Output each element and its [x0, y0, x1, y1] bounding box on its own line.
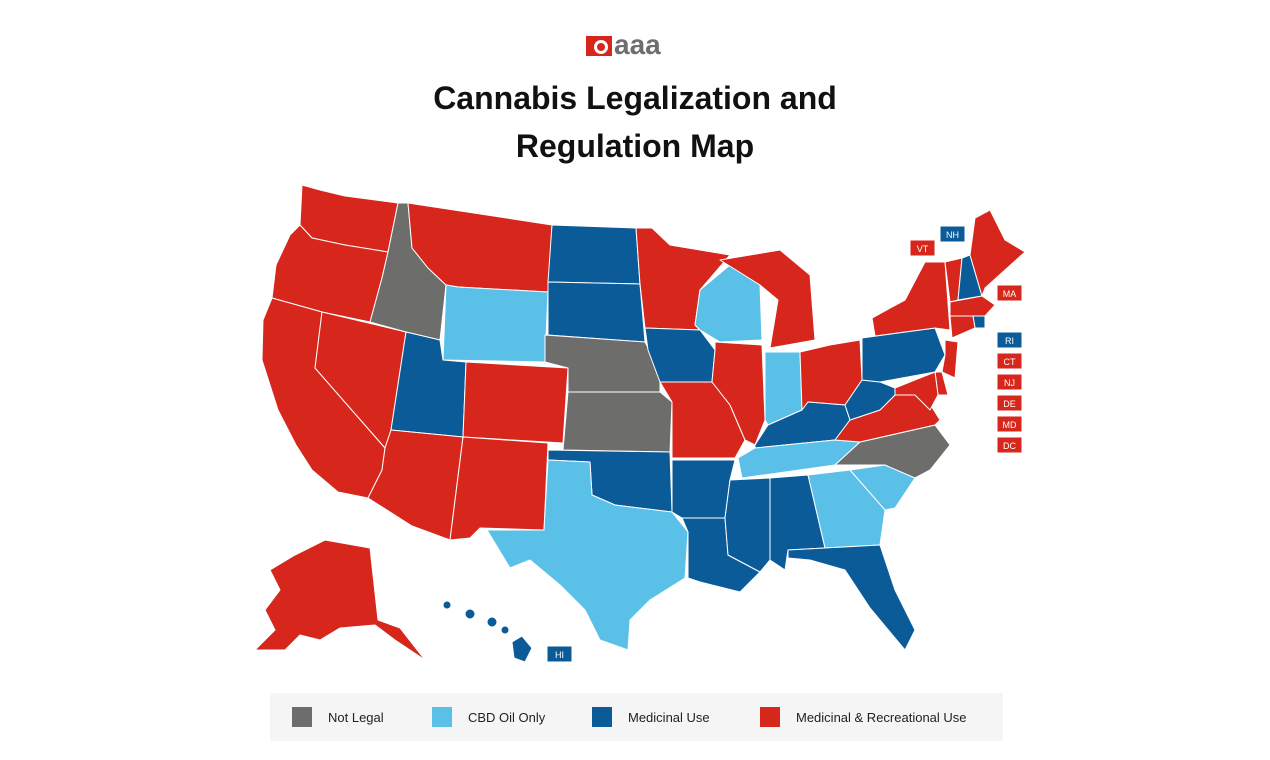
tag-md[interactable]: MD — [996, 415, 1023, 433]
state-TX[interactable] — [486, 459, 689, 651]
state-WY[interactable] — [442, 284, 549, 363]
tag-ct-label: CT — [1004, 357, 1016, 367]
state-HI-island-4 — [500, 625, 510, 635]
tag-ct[interactable]: CT — [996, 352, 1023, 370]
state-NY[interactable] — [871, 261, 951, 337]
state-MI[interactable] — [719, 249, 816, 349]
state-SC[interactable] — [849, 464, 916, 511]
tag-de[interactable]: DE — [996, 394, 1023, 412]
state-AK[interactable] — [254, 539, 426, 661]
logo-text: aaa — [614, 29, 661, 60]
tag-hi-label: HI — [555, 650, 564, 660]
tag-vt-label: VT — [917, 244, 929, 254]
state-MD[interactable] — [894, 371, 939, 411]
tag-dc[interactable]: DC — [996, 436, 1023, 454]
state-CO[interactable] — [462, 361, 569, 444]
state-HI-island-2 — [464, 608, 476, 620]
legend-label-medicinal-recreational: Medicinal & Recreational Use — [796, 709, 967, 725]
title-line-2: Regulation Map — [515, 128, 755, 164]
state-HI-island-1 — [442, 600, 452, 610]
tag-ri-label: RI — [1005, 336, 1014, 346]
legend-label-medicinal-use: Medicinal Use — [628, 709, 710, 725]
tag-nh-label: NH — [946, 230, 959, 240]
legend-item-medicinal-use: Medicinal Use — [592, 707, 710, 727]
title-line-1: Cannabis Legalization and — [433, 80, 837, 116]
tag-nh[interactable]: NH — [939, 225, 966, 243]
logo-mark-icon — [586, 36, 612, 56]
state-ND[interactable] — [547, 224, 641, 285]
legend-swatch-not-legal — [292, 707, 312, 727]
tag-dc-label: DC — [1003, 441, 1016, 451]
tag-md-label: MD — [1003, 420, 1017, 430]
state-HI[interactable] — [511, 635, 533, 663]
legend-swatch-medicinal-recreational — [760, 707, 780, 727]
state-IL[interactable] — [711, 341, 766, 446]
state-CT[interactable] — [949, 315, 976, 339]
tag-ma[interactable]: MA — [996, 284, 1023, 302]
legend-item-cbd-oil-only: CBD Oil Only — [432, 707, 545, 727]
state-FL[interactable] — [787, 544, 916, 651]
state-MA[interactable] — [949, 295, 996, 317]
legend: Not Legal CBD Oil Only Medicinal Use Med… — [270, 693, 1003, 741]
tag-nj[interactable]: NJ — [996, 373, 1023, 391]
tag-de-label: DE — [1003, 399, 1016, 409]
tag-ma-label: MA — [1003, 289, 1017, 299]
legend-label-not-legal: Not Legal — [328, 709, 384, 725]
tag-hi[interactable]: HI — [546, 645, 573, 663]
state-GA[interactable] — [807, 469, 886, 549]
state-NM[interactable] — [449, 436, 549, 541]
tag-ri[interactable]: RI — [996, 331, 1023, 349]
state-HI-island-3 — [486, 616, 498, 628]
logo: aaa — [586, 30, 686, 60]
state-NJ[interactable] — [941, 339, 959, 379]
legend-item-medicinal-recreational: Medicinal & Recreational Use — [760, 707, 967, 727]
state-KS[interactable] — [562, 391, 673, 453]
state-AR[interactable] — [671, 459, 736, 519]
legend-label-cbd-oil-only: CBD Oil Only — [468, 709, 546, 725]
state-SD[interactable] — [547, 281, 646, 343]
state-ME[interactable] — [969, 209, 1026, 297]
legend-swatch-cbd-oil-only — [432, 707, 452, 727]
tag-nj-label: NJ — [1004, 378, 1015, 388]
legend-swatch-medicinal-use — [592, 707, 612, 727]
us-map: VT NH MA RI CT NJ DE MD — [254, 184, 1026, 663]
tag-vt[interactable]: VT — [909, 239, 936, 257]
legend-item-not-legal: Not Legal — [292, 707, 384, 727]
